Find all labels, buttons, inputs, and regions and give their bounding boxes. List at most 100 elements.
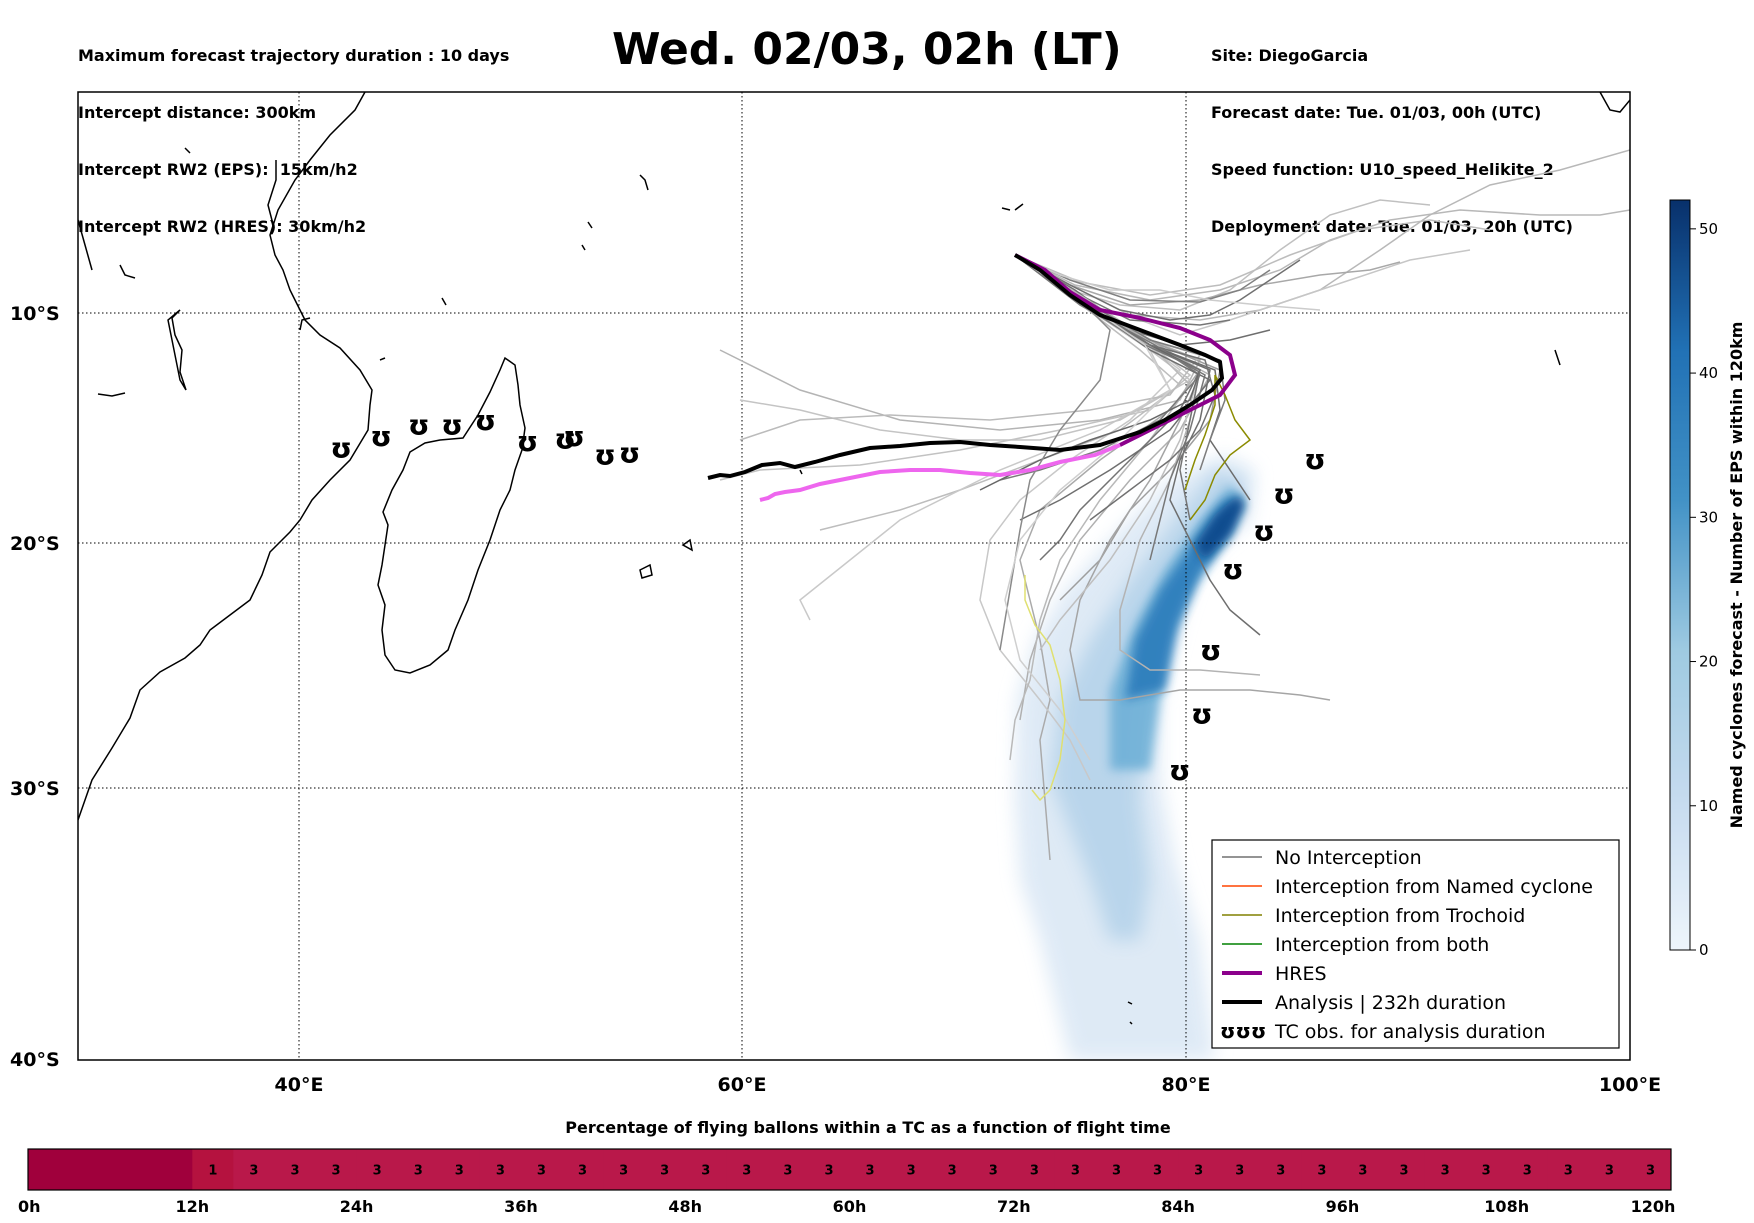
- flight-bar-cell-value: 3: [332, 1164, 341, 1179]
- flight-bar-cell-value: 3: [578, 1164, 587, 1179]
- flight-bar-cell: [849, 1149, 892, 1190]
- flight-bar-cell: [890, 1149, 933, 1190]
- flight-bar-cell-value: 3: [660, 1164, 669, 1179]
- flight-bar-cell: [1260, 1149, 1302, 1190]
- legend-label-trochoid: Interception from Trochoid: [1275, 905, 1525, 927]
- tc-obs-marker: ʊ: [1169, 754, 1191, 787]
- flight-bar-time-label: 60h: [833, 1197, 867, 1216]
- lat-label-40s: 40°S: [10, 1049, 60, 1071]
- flight-bar-time-labels: 0h 12h 24h 36h 48h 60h 72h 84h 96h 108h 120h: [18, 1197, 1675, 1216]
- flight-bar-cell: [69, 1149, 111, 1190]
- flight-bar-time-label: 48h: [668, 1197, 702, 1216]
- legend-label-both: Interception from both: [1275, 934, 1489, 956]
- flight-bar-cell-value: 3: [290, 1164, 299, 1179]
- density-field: [1015, 455, 1255, 1060]
- header-left-info: Maximum forecast trajectory duration : 1…: [78, 8, 509, 255]
- colorbar-tick-label: 40: [1699, 364, 1718, 382]
- legend-label-named-cyclone: Interception from Named cyclone: [1275, 876, 1593, 898]
- tc-obs-marker: ʊ: [517, 425, 539, 458]
- tc-obs-marker: ʊ: [475, 404, 497, 437]
- header-line-deployment-date: Deployment date: Tue. 01/03, 20h (UTC): [1211, 217, 1573, 236]
- flight-bar-cell-value: 3: [907, 1164, 916, 1179]
- flight-bar-cells: 1 3 3 3 3 3 3 3 3 3 3 3 3 3 3 3 3 3 3 3 3 3 3 3 3 3 3 3 3 3 3 3 3 3 3 3: [28, 1149, 1672, 1190]
- flight-bar-cell-value: 3: [414, 1164, 423, 1179]
- flight-bar-cell: [1301, 1149, 1343, 1190]
- flight-bar-frame: [27, 1148, 1672, 1191]
- flight-bar-cell: [192, 1149, 234, 1190]
- colorbar-label: Named cyclones forecast - Number of EPS …: [1727, 322, 1746, 829]
- flight-bar-cell-value: 3: [701, 1164, 710, 1179]
- flight-bar-cell-value: 3: [948, 1164, 957, 1179]
- flight-bar-cell-value: 3: [866, 1164, 875, 1179]
- flight-bar-cell: [274, 1149, 317, 1190]
- flight-bar-cell-value: 3: [824, 1164, 833, 1179]
- lon-label-80e: 80°E: [1162, 1074, 1211, 1096]
- flight-bar-cell: [561, 1149, 604, 1190]
- legend-label-no-interception: No Interception: [1275, 847, 1422, 869]
- flight-bar-cell-value: 1: [208, 1164, 217, 1179]
- lon-label-100e: 100°E: [1599, 1074, 1661, 1096]
- flight-bar-cell-value: 3: [1482, 1164, 1491, 1179]
- flight-bar-cell-value: 3: [1071, 1164, 1080, 1179]
- flight-bar-cell: [1342, 1149, 1384, 1190]
- flight-bar-cell: [397, 1149, 440, 1190]
- flight-bar-cell-value: 3: [1194, 1164, 1203, 1179]
- yellow-track: [1024, 575, 1066, 802]
- flight-bar-cell-value: 3: [1564, 1164, 1573, 1179]
- flight-bar-time-label: 120h: [1631, 1197, 1676, 1216]
- tc-obs-marker: ʊ: [594, 439, 616, 472]
- tc-obs-marker: ʊ: [1304, 443, 1326, 476]
- tc-obs-marker: ʊ: [408, 409, 430, 442]
- flight-bar-cell: [808, 1149, 850, 1190]
- flight-bar-cell: [767, 1149, 809, 1190]
- coastline: [78, 92, 1630, 1025]
- hres-track-late: [759, 443, 1121, 502]
- flight-bar-cell: [1465, 1149, 1508, 1190]
- header-line-forecast-date: Forecast date: Tue. 01/03, 00h (UTC): [1211, 103, 1542, 122]
- flight-bar-cell-value: 3: [1605, 1164, 1614, 1179]
- legend-label-analysis: Analysis | 232h duration: [1275, 992, 1506, 1014]
- trochoid-track: [1189, 374, 1252, 521]
- flight-bar-cell: [1013, 1149, 1056, 1190]
- flight-bar-time-label: 72h: [997, 1197, 1031, 1216]
- colorbar-gradient: [1669, 199, 1691, 951]
- hres-track: [1014, 253, 1238, 447]
- flight-bar-cell-value: 3: [537, 1164, 546, 1179]
- lat-label-10s: 10°S: [10, 303, 60, 325]
- legend-swatch-tc-obs: ʊʊʊ: [1220, 1019, 1266, 1043]
- tc-obs-marker: ʊ: [370, 420, 392, 453]
- flight-bar-cell-value: 3: [1030, 1164, 1039, 1179]
- flight-bar-cell-value: 3: [455, 1164, 464, 1179]
- trochoid-track-2: [1184, 375, 1216, 491]
- flight-bar-time-label: 84h: [1161, 1197, 1195, 1216]
- colorbar-tick-label: 0: [1699, 941, 1709, 959]
- flight-bar-cell: [315, 1149, 358, 1190]
- flight-bar-cell: [1178, 1149, 1220, 1190]
- flight-bar-cell: [931, 1149, 974, 1190]
- flight-bar-cell-value: 3: [1153, 1164, 1162, 1179]
- flight-bar-cell: [110, 1149, 152, 1190]
- colorbar-ticks: 0 10 20 30 40 50: [1690, 220, 1718, 959]
- flight-bar-cell: [1506, 1149, 1549, 1190]
- colorbar-tick-label: 10: [1699, 797, 1718, 815]
- density-colorbar: 0 10 20 30 40 50 Named cyclones forecast - Nu…: [1669, 199, 1746, 959]
- flight-bar-cell: [644, 1149, 686, 1190]
- flight-bar-cell-value: 3: [1441, 1164, 1450, 1179]
- flight-bar-cell-value: 3: [1112, 1164, 1121, 1179]
- header-right-info: Site: DiegoGarcia Forecast date: Tue. 01…: [1211, 8, 1573, 255]
- flight-bar-time-label: 12h: [175, 1197, 209, 1216]
- flight-bar-cell: [972, 1149, 1015, 1190]
- legend-label-tc-obs: TC obs. for analysis duration: [1274, 1021, 1546, 1043]
- lat-label-30s: 30°S: [10, 778, 60, 800]
- flight-bar-cell-value: 3: [1317, 1164, 1326, 1179]
- legend-label-hres: HRES: [1275, 963, 1327, 985]
- flight-bar-cell: [726, 1149, 768, 1190]
- tc-obs-marker: ʊ: [619, 436, 641, 469]
- header-line-intercept-distance: Intercept distance: 300km: [78, 103, 317, 122]
- flight-bar-time-label: 0h: [18, 1197, 41, 1216]
- flight-bar-time-label: 108h: [1484, 1197, 1529, 1216]
- tc-obs-marker: ʊ: [1253, 515, 1275, 548]
- map-graticule: [78, 92, 1630, 1060]
